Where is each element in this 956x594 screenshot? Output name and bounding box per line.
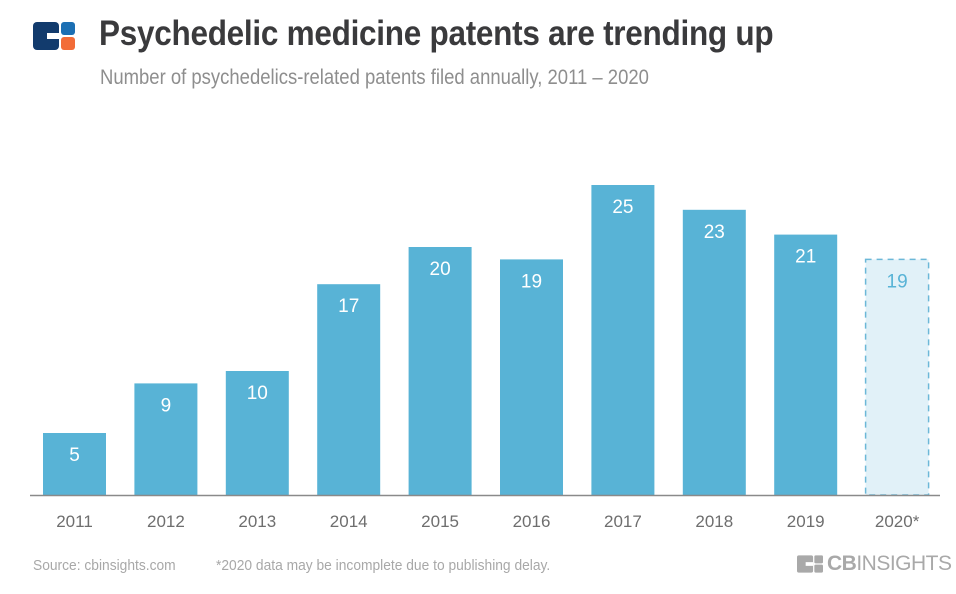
brand-wordmark: CBINSIGHTS [827,552,952,576]
brand-logo-icon [797,555,823,573]
brand-light: INSIGHTS [856,552,952,575]
bar [317,284,381,495]
x-tick-label: 2019 [787,512,825,531]
bar-value-label: 20 [430,259,451,280]
bar-value-label: 10 [247,383,268,404]
bar [134,383,198,495]
logo-navy-block [33,22,59,50]
cb-insights-brand: CBINSIGHTS [797,552,952,576]
bar-value-label: 17 [338,296,359,317]
bar-value-label: 19 [521,271,542,292]
bar-value-label: 19 [887,271,908,292]
logo-blue-square [61,22,75,35]
bar-value-label: 5 [69,445,80,466]
x-tick-label: 2015 [421,512,459,531]
chart-title: Psychedelic medicine patents are trendin… [99,14,774,53]
x-tick-label: 2014 [330,512,368,531]
bar [500,259,563,495]
incomplete-data-note: *2020 data may be incomplete due to publ… [216,557,551,574]
x-tick-label: 2018 [695,512,733,531]
bar-value-label: 23 [704,222,725,243]
bar [225,371,289,495]
x-tick-label: 2011 [56,512,93,531]
bar [591,185,655,495]
cb-insights-logo-icon [33,22,75,50]
x-tick-label: 2016 [513,512,551,531]
x-tick-label: 2020* [875,512,920,531]
logo-orange-square [61,37,75,50]
logo-notch [47,33,59,39]
bar-incomplete [864,258,930,496]
brand-bold: CB [827,552,857,575]
source-note: Source: cbinsights.com [33,557,176,574]
bar-value-label: 25 [612,197,633,218]
x-tick-label: 2017 [604,512,642,531]
bar [408,247,472,495]
x-tick-label: 2013 [238,512,276,531]
bar-value-label: 21 [795,247,816,268]
chart-subtitle: Number of psychedelics-related patents f… [100,66,649,89]
x-tick-label: 2012 [147,512,185,531]
bar-value-label: 9 [161,395,172,416]
bar [43,433,106,495]
bar [774,234,838,495]
bar [682,209,746,496]
